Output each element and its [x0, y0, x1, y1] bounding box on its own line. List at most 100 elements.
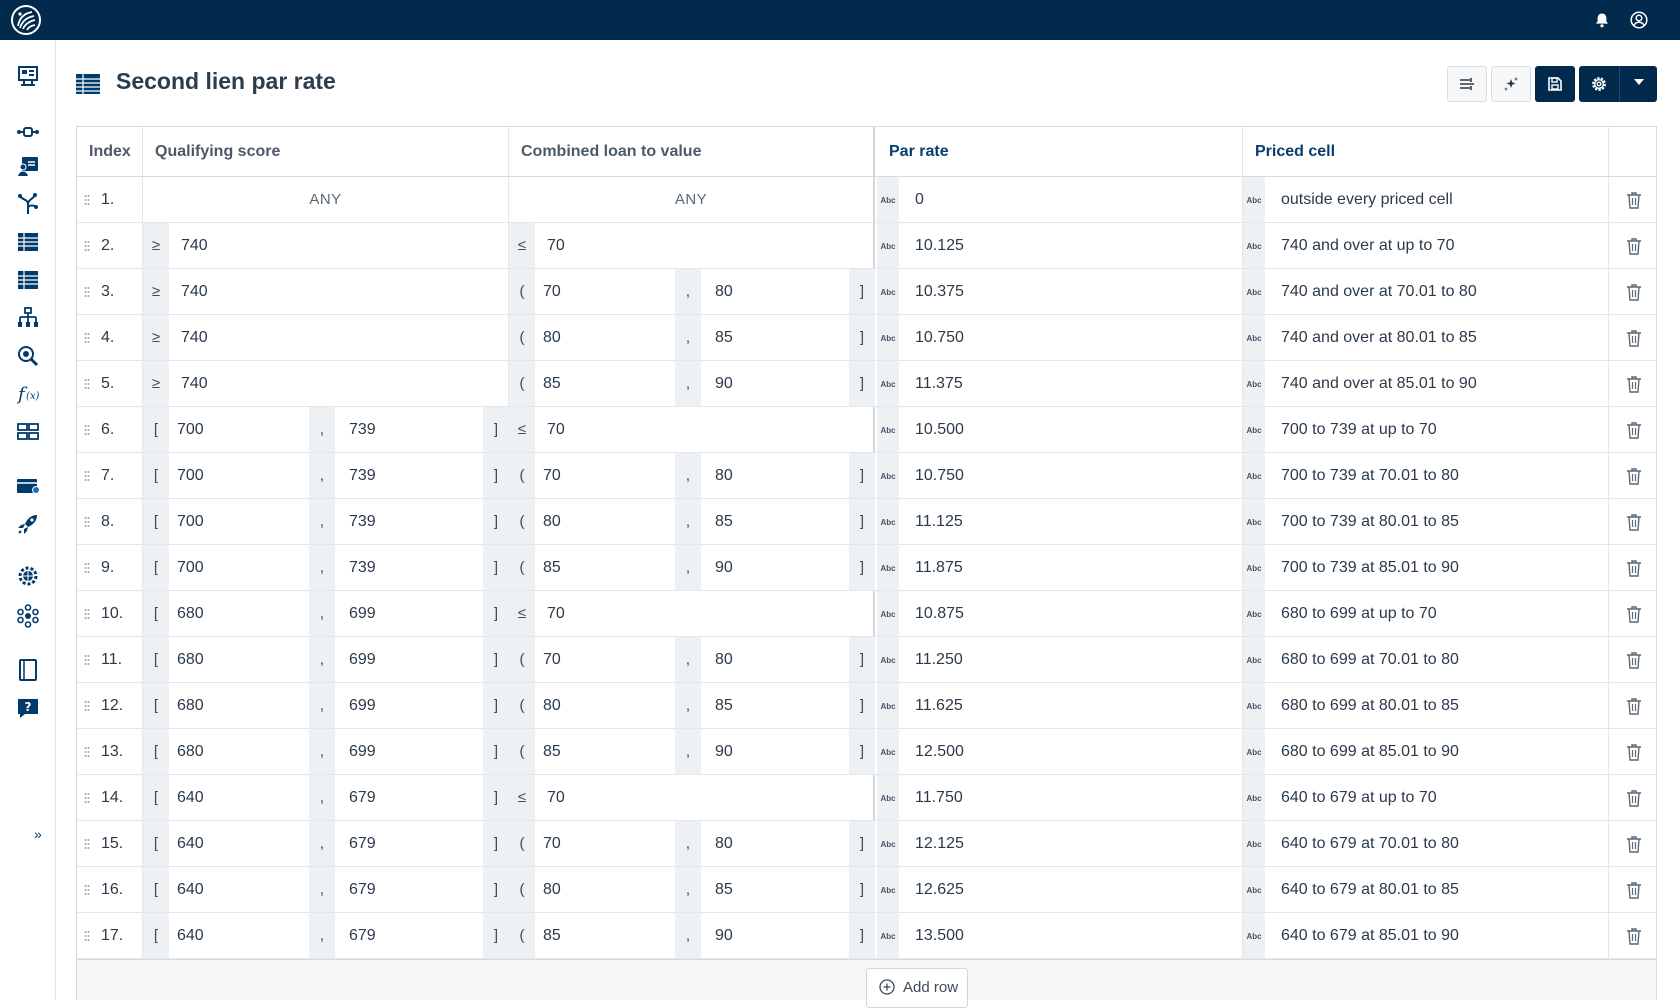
par-rate-cell[interactable]: Abc 11.125 [877, 499, 1243, 544]
cltv-value-field[interactable]: 70 [547, 237, 565, 254]
priced-cell-value[interactable]: 640 to 679 at 70.01 to 80 [1281, 835, 1459, 852]
delete-row-button[interactable] [1626, 191, 1642, 209]
table-icon[interactable] [16, 268, 40, 292]
par-rate-value[interactable]: 0 [915, 191, 924, 208]
par-rate-cell[interactable]: Abc 12.125 [877, 821, 1243, 866]
settings-dropdown-button[interactable] [1579, 66, 1657, 102]
priced-cell-value[interactable]: 680 to 699 at 85.01 to 90 [1281, 743, 1459, 760]
delete-row-button[interactable] [1626, 283, 1642, 301]
cltv-header[interactable]: Combined loan to value [509, 127, 875, 176]
search-settings-icon[interactable] [16, 344, 40, 368]
qualifying-score-upper-bound-field[interactable]: 739 [349, 421, 376, 438]
priced-cell-value[interactable]: 640 to 679 at 80.01 to 85 [1281, 881, 1459, 898]
qualifying-score-value-field[interactable]: 740 [181, 283, 208, 300]
cltv-lower-bound-field[interactable]: 80 [543, 697, 561, 714]
global-settings-icon[interactable] [16, 564, 40, 588]
par-rate-cell[interactable]: Abc 10.875 [877, 591, 1243, 636]
cltv-upper-bound-field[interactable]: 80 [715, 651, 733, 668]
par-rate-header[interactable]: Par rate [877, 127, 1243, 176]
priced-cell[interactable]: Abc 700 to 739 at 80.01 to 85 [1243, 499, 1609, 544]
qualifying-score-lower-bound-field[interactable]: 640 [177, 927, 204, 944]
cltv-upper-bound-field[interactable]: 85 [715, 513, 733, 530]
flow-icon[interactable] [16, 120, 40, 144]
priced-cell-value[interactable]: 680 to 699 at 80.01 to 85 [1281, 697, 1459, 714]
par-rate-value[interactable]: 12.500 [915, 743, 964, 760]
priced-cell-value[interactable]: outside every priced cell [1281, 191, 1453, 208]
qualifying-score-value-field[interactable]: 740 [181, 237, 208, 254]
par-rate-value[interactable]: 11.625 [915, 697, 963, 714]
priced-cell[interactable]: Abc outside every priced cell [1243, 177, 1609, 222]
priced-cell[interactable]: Abc 640 to 679 at up to 70 [1243, 775, 1609, 820]
qualifying-score-upper-bound-field[interactable]: 699 [349, 697, 376, 714]
qualifying-score-upper-bound-field[interactable]: 679 [349, 835, 376, 852]
qualifying-score-lower-bound-field[interactable]: 680 [177, 697, 204, 714]
qualifying-score-cell[interactable]: [700, 739] [143, 545, 509, 590]
qualifying-score-upper-bound-field[interactable]: 739 [349, 559, 376, 576]
par-rate-cell[interactable]: Abc 10.125 [877, 223, 1243, 268]
filter-button[interactable] [1447, 66, 1487, 102]
cltv-upper-bound-field[interactable]: 80 [715, 835, 733, 852]
qualifying-score-lower-bound-field[interactable]: 700 [177, 513, 204, 530]
priced-cell-value[interactable]: 700 to 739 at up to 70 [1281, 421, 1437, 438]
cltv-upper-bound-field[interactable]: 90 [715, 375, 733, 392]
delete-row-button[interactable] [1626, 743, 1642, 761]
cltv-lower-bound-field[interactable]: 85 [543, 559, 561, 576]
qualifying-score-upper-bound-field[interactable]: 739 [349, 513, 376, 530]
grid-icon[interactable] [16, 420, 40, 444]
delete-row-button[interactable] [1626, 513, 1642, 531]
expand-sidebar-button[interactable]: » [34, 826, 42, 842]
priced-cell[interactable]: Abc 740 and over at 85.01 to 90 [1243, 361, 1609, 406]
priced-cell[interactable]: Abc 700 to 739 at up to 70 [1243, 407, 1609, 452]
hierarchy-icon[interactable] [16, 306, 40, 330]
priced-cell-value[interactable]: 640 to 679 at up to 70 [1281, 789, 1437, 806]
priced-cell-value[interactable]: 700 to 739 at 70.01 to 80 [1281, 467, 1459, 484]
qualifying-score-upper-bound-field[interactable]: 699 [349, 651, 376, 668]
cltv-upper-bound-field[interactable]: 90 [715, 743, 733, 760]
qualifying-score-cell[interactable]: [640, 679] [143, 821, 509, 866]
qualifying-score-upper-bound-field[interactable]: 679 [349, 789, 376, 806]
cltv-cell[interactable]: (80, 85] [509, 683, 875, 728]
cltv-cell[interactable]: (85, 90] [509, 545, 875, 590]
qualifying-score-cell[interactable]: [700, 739] [143, 499, 509, 544]
cltv-lower-bound-field[interactable]: 80 [543, 329, 561, 346]
delete-row-button[interactable] [1626, 835, 1642, 853]
priced-cell[interactable]: Abc 700 to 739 at 85.01 to 90 [1243, 545, 1609, 590]
document-icon[interactable] [16, 658, 40, 682]
cltv-lower-bound-field[interactable]: 85 [543, 743, 561, 760]
cltv-upper-bound-field[interactable]: 85 [715, 881, 733, 898]
dashboard-icon[interactable] [16, 64, 40, 88]
function-icon[interactable]: f (x) [16, 382, 40, 406]
par-rate-value[interactable]: 10.875 [915, 605, 964, 622]
priced-cell[interactable]: Abc 740 and over at up to 70 [1243, 223, 1609, 268]
par-rate-value[interactable]: 10.750 [915, 467, 964, 484]
priced-cell[interactable]: Abc 680 to 699 at up to 70 [1243, 591, 1609, 636]
qualifying-score-lower-bound-field[interactable]: 700 [177, 467, 204, 484]
cltv-lower-bound-field[interactable]: 70 [543, 283, 561, 300]
priced-cell-value[interactable]: 740 and over at 70.01 to 80 [1281, 283, 1477, 300]
cltv-cell[interactable]: (80, 85] [509, 499, 875, 544]
save-button[interactable] [1535, 66, 1575, 102]
priced-cell[interactable]: Abc 740 and over at 70.01 to 80 [1243, 269, 1609, 314]
par-rate-value[interactable]: 11.375 [915, 375, 963, 392]
cltv-cell[interactable]: (85, 90] [509, 913, 875, 958]
rocket-icon[interactable] [16, 512, 40, 536]
qualifying-score-lower-bound-field[interactable]: 640 [177, 789, 204, 806]
delete-row-button[interactable] [1626, 605, 1642, 623]
qualifying-score-cell[interactable]: ≥740 [143, 361, 509, 406]
par-rate-value[interactable]: 11.875 [915, 559, 963, 576]
table-icon[interactable] [16, 230, 40, 254]
qualifying-score-value-field[interactable]: 740 [181, 329, 208, 346]
cltv-cell[interactable]: ANY [509, 177, 875, 222]
delete-row-button[interactable] [1626, 329, 1642, 347]
logo-icon[interactable] [10, 4, 42, 36]
qualifying-score-value-field[interactable]: 740 [181, 375, 208, 392]
par-rate-cell[interactable]: Abc 10.500 [877, 407, 1243, 452]
par-rate-value[interactable]: 10.125 [915, 237, 964, 254]
priced-cell[interactable]: Abc 640 to 679 at 70.01 to 80 [1243, 821, 1609, 866]
cltv-lower-bound-field[interactable]: 70 [543, 467, 561, 484]
par-rate-cell[interactable]: Abc 10.750 [877, 315, 1243, 360]
cltv-lower-bound-field[interactable]: 80 [543, 513, 561, 530]
delete-row-button[interactable] [1626, 789, 1642, 807]
cltv-upper-bound-field[interactable]: 90 [715, 559, 733, 576]
qualifying-score-cell[interactable]: [640, 679] [143, 867, 509, 912]
